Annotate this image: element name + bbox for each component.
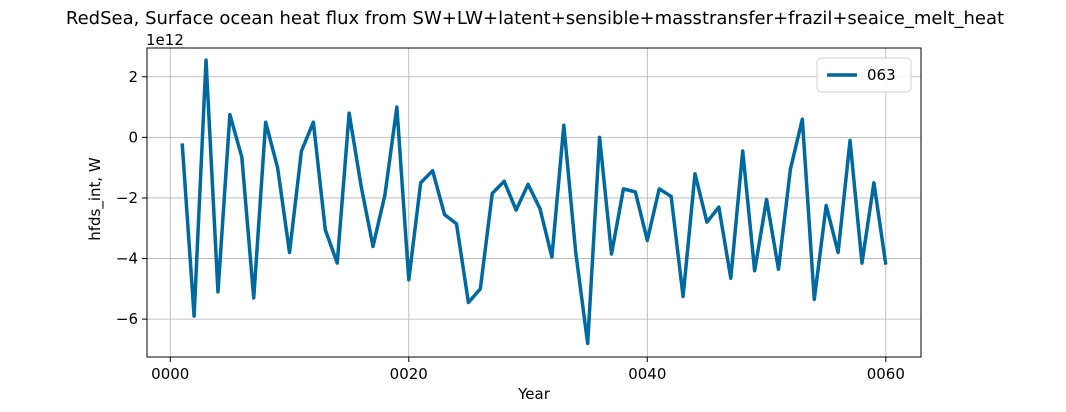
plot-frame bbox=[146, 47, 922, 358]
x-tick-label: 0000 bbox=[151, 365, 189, 383]
y-tick-label: −2 bbox=[116, 189, 138, 207]
legend-label: 063 bbox=[867, 66, 896, 84]
y-tick-label: 2 bbox=[128, 68, 138, 86]
legend-box bbox=[816, 57, 912, 93]
y-tick-label: −6 bbox=[116, 310, 138, 328]
chart-title: RedSea, Surface ocean heat flux from SW+… bbox=[66, 8, 1004, 29]
grid bbox=[147, 48, 921, 357]
series-layer bbox=[180, 58, 888, 346]
x-tick-label: 0060 bbox=[867, 365, 905, 383]
y-offset-label: 1e12 bbox=[146, 31, 184, 49]
x-tick-label: 0040 bbox=[628, 365, 666, 383]
series-line-063 bbox=[180, 58, 888, 346]
ticks: 0000 0020 0040 0060 −6 −4 −2 0 2 bbox=[116, 68, 905, 383]
x-axis-label: Year bbox=[517, 385, 551, 403]
y-axis-label: hfds_int, W bbox=[86, 157, 105, 241]
x-tick-label: 0020 bbox=[390, 365, 428, 383]
legend: 063 bbox=[816, 57, 912, 93]
y-tick-label: 0 bbox=[128, 128, 138, 146]
y-tick-label: −4 bbox=[116, 250, 138, 268]
